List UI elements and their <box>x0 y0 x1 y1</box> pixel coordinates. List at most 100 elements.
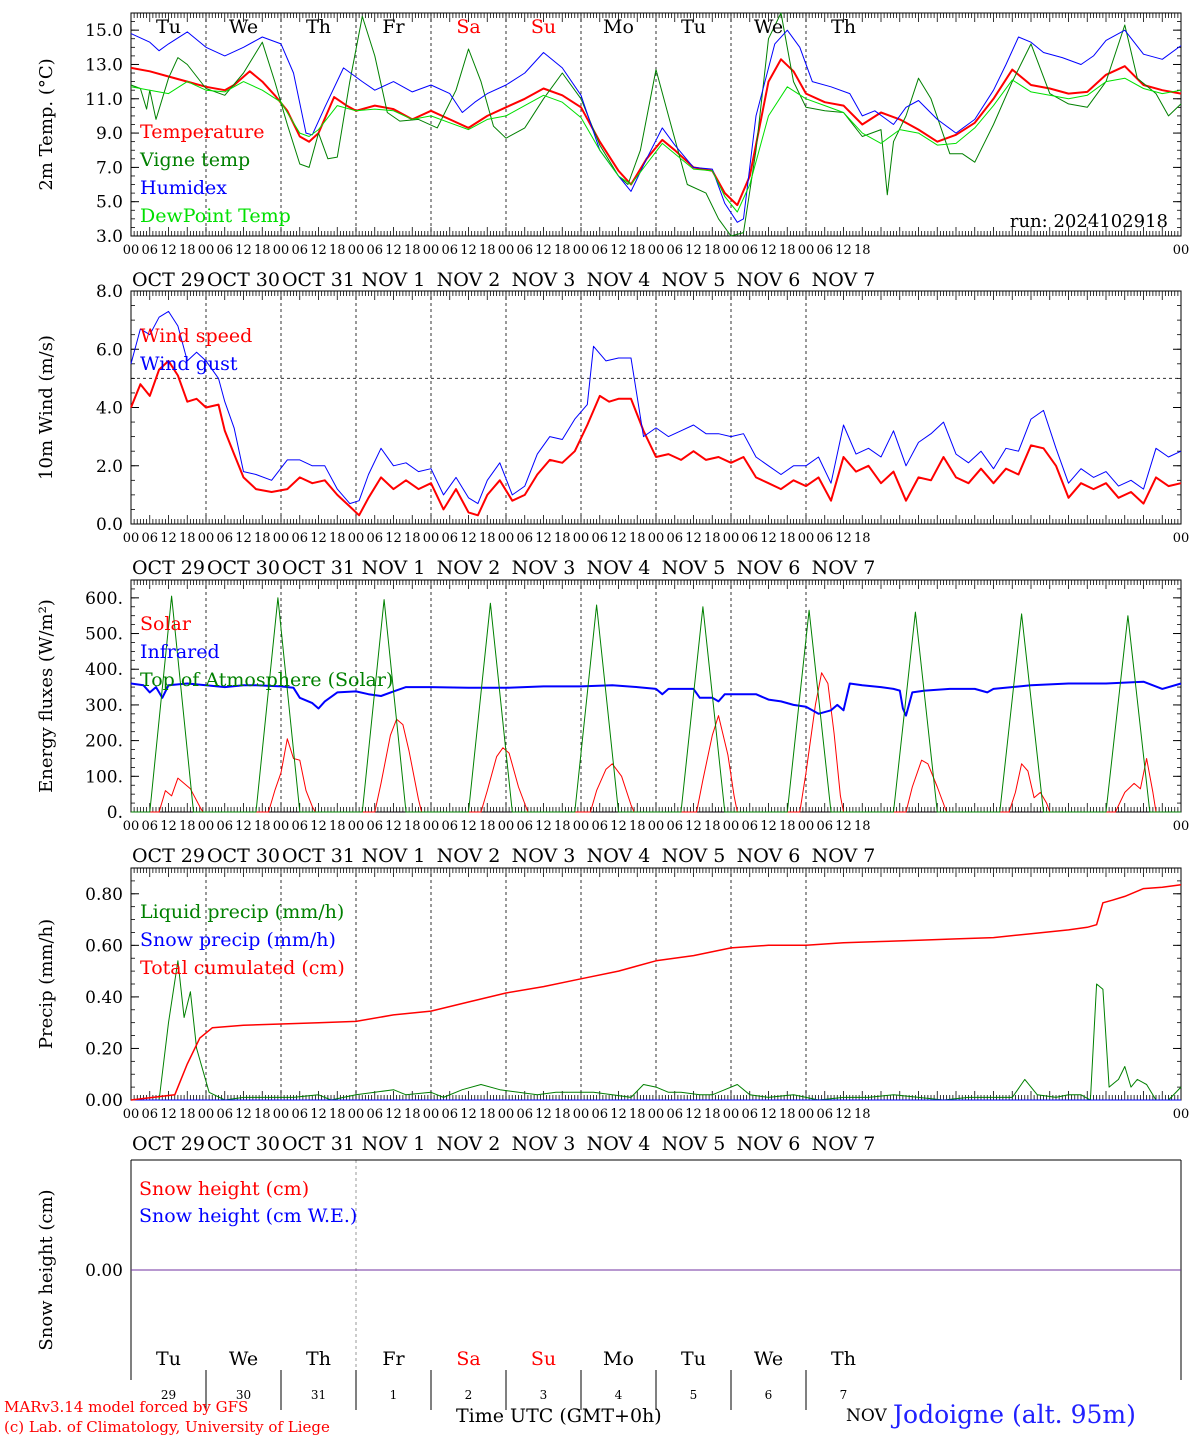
hour-tick-label: 06 <box>291 819 308 834</box>
date-label: NOV 5 <box>662 845 726 867</box>
date-label: NOV 3 <box>512 1133 576 1155</box>
hour-tick-label: 00 <box>798 1107 815 1122</box>
y-tick-label: 300. <box>85 696 123 716</box>
hour-tick-label: 12 <box>310 531 327 546</box>
hour-tick-label: 18 <box>704 819 721 834</box>
date-label: NOV 3 <box>512 557 576 579</box>
hour-tick-label: 12 <box>610 531 627 546</box>
hour-tick-label: 12 <box>760 531 777 546</box>
weekday-label: We <box>754 1348 783 1370</box>
date-label: NOV 5 <box>662 269 726 291</box>
hour-tick-label: 06 <box>741 1107 758 1122</box>
hour-tick-label: 00 <box>273 243 290 258</box>
weekday-label: We <box>754 16 783 38</box>
hour-tick-label: 18 <box>779 819 796 834</box>
date-label: NOV 3 <box>512 845 576 867</box>
hour-tick-label: 00 <box>198 1107 215 1122</box>
hour-tick-label: 00 <box>723 243 740 258</box>
date-label: NOV 6 <box>737 845 801 867</box>
hour-tick-label: 06 <box>141 819 158 834</box>
weekday-label: Su <box>531 1348 556 1370</box>
hour-tick-label: 18 <box>854 1107 871 1122</box>
panel-snow: 0.00 Snow height (cm) Snow height (cm) Snow… <box>36 1159 1182 1410</box>
y-tick-label: 0.40 <box>85 988 123 1008</box>
hour-tick-label: 00 <box>123 531 140 546</box>
weekday-label: Th <box>831 1348 856 1370</box>
hour-tick-label: 06 <box>216 819 233 834</box>
hour-tick-label: 00 <box>423 531 440 546</box>
hour-tick-label: 18 <box>779 1107 796 1122</box>
hour-tick-label: 00 <box>498 819 515 834</box>
date-label: NOV 7 <box>812 269 876 291</box>
hour-tick-label: 06 <box>366 531 383 546</box>
date-label: NOV 2 <box>437 557 501 579</box>
hour-tick-label: 18 <box>629 1107 646 1122</box>
date-label: OCT 30 <box>207 845 280 867</box>
hour-tick-label: 00 <box>198 819 215 834</box>
hour-tick-label: 00 <box>723 1107 740 1122</box>
hour-tick-label: 18 <box>179 531 196 546</box>
hour-tick-label: 06 <box>216 1107 233 1122</box>
legend-entry: Vigne temp <box>139 149 250 171</box>
hour-tick-label: 18 <box>554 243 571 258</box>
hour-tick-label: 12 <box>760 819 777 834</box>
date-label: OCT 31 <box>282 1133 355 1155</box>
legend-entry: Top of Atmosphere (Solar) <box>140 669 393 691</box>
model-credit: MARv3.14 model forced by GFS <box>4 1398 249 1416</box>
date-label: NOV 2 <box>437 845 501 867</box>
hour-tick-label: 06 <box>591 243 608 258</box>
hour-tick-label: 00 <box>348 243 365 258</box>
date-label: NOV 6 <box>737 269 801 291</box>
hour-tick-label: 18 <box>554 819 571 834</box>
hour-tick-label: 00 <box>648 243 665 258</box>
hour-tick-label: 00 <box>273 819 290 834</box>
y-tick-label: 11.0 <box>85 90 123 110</box>
hour-tick-label: 12 <box>310 819 327 834</box>
hour-tick-label: 18 <box>629 531 646 546</box>
plot-frame <box>130 12 1182 237</box>
hour-tick-label: 18 <box>854 243 871 258</box>
y-axis-title: Energy fluxes (W/m²) <box>36 599 57 793</box>
hour-tick-label: 18 <box>404 819 421 834</box>
hour-tick-label: 12 <box>310 243 327 258</box>
date-label: NOV 3 <box>512 269 576 291</box>
hour-tick-label: 12 <box>460 531 477 546</box>
series-line <box>131 595 1181 813</box>
hour-tick-label: 18 <box>254 1107 271 1122</box>
hour-tick-label: 06 <box>816 1107 833 1122</box>
hour-tick-label: 00 <box>198 531 215 546</box>
hour-tick-label: 18 <box>479 819 496 834</box>
y-tick-label: 9.0 <box>96 124 123 144</box>
y-tick-label: 500. <box>85 625 123 645</box>
hour-tick-label: 06 <box>516 1107 533 1122</box>
date-label: NOV 7 <box>812 1133 876 1155</box>
hour-tick-label: 12 <box>835 243 852 258</box>
hour-tick-label: 00 <box>1173 243 1190 258</box>
hour-tick-label: 00 <box>273 1107 290 1122</box>
hour-tick-label: 12 <box>535 819 552 834</box>
hour-tick-label: 18 <box>179 819 196 834</box>
date-label: NOV 4 <box>587 1133 651 1155</box>
weekday-label: Mo <box>603 16 634 38</box>
date-label: NOV 4 <box>587 845 651 867</box>
hour-tick-label: 18 <box>479 1107 496 1122</box>
y-tick-label: 15.0 <box>85 21 123 41</box>
hour-tick-label: 12 <box>235 1107 252 1122</box>
y-tick-label: 0. <box>107 803 123 823</box>
hour-tick-label: 18 <box>779 243 796 258</box>
y-tick-label: 13.0 <box>85 55 123 75</box>
legend-entry: Infrared <box>140 641 220 663</box>
hour-tick-label: 12 <box>460 819 477 834</box>
hour-tick-label: 12 <box>160 243 177 258</box>
hour-tick-label: 00 <box>798 819 815 834</box>
hour-tick-label: 18 <box>554 1107 571 1122</box>
hour-tick-label: 18 <box>254 531 271 546</box>
hour-tick-label: 00 <box>273 531 290 546</box>
date-label: OCT 30 <box>207 269 280 291</box>
hour-tick-label: 00 <box>1173 819 1190 834</box>
hour-tick-label: 18 <box>779 531 796 546</box>
date-label: OCT 31 <box>282 845 355 867</box>
lab-credit: (c) Lab. of Climatology, University of L… <box>4 1418 330 1436</box>
weekday-label: Th <box>306 16 331 38</box>
day-number: 1 <box>390 1388 398 1402</box>
